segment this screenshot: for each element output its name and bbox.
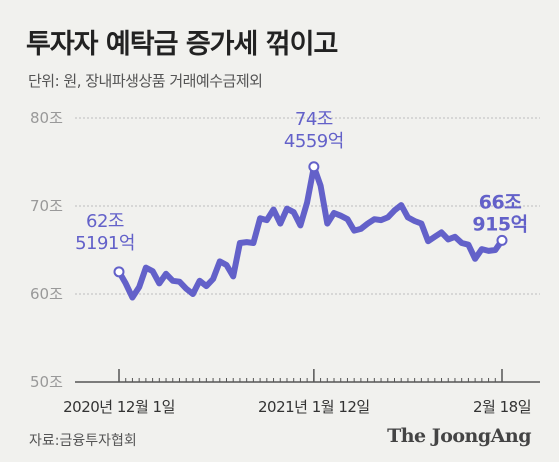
chart-title: 투자자 예탁금 증가세 꺾이고 [26,29,338,60]
data-label: 5191억 [75,233,135,254]
highlight-point [308,161,320,173]
y-tick-label: 80조 [30,109,63,127]
y-tick-label: 50조 [30,373,63,391]
x-tick-label: 2020년 12월 1일 [63,398,175,416]
x-tick-label: 2021년 1월 12일 [258,398,370,416]
data-label: 62조 [86,211,124,232]
data-label: 4559억 [284,131,344,152]
chart-subtitle: 단위: 원, 장내파생상품 거래예수금제외 [28,72,263,90]
brand-logo: The JoongAng [387,425,531,447]
x-tick-label: 2월 18일 [473,398,531,416]
data-label: 66조 [479,191,521,213]
data-label: 74조 [295,109,333,130]
highlight-point [113,266,125,278]
series-line [116,163,505,301]
y-tick-label: 60조 [30,285,63,303]
highlight-point [496,234,508,246]
y-tick-label: 70조 [30,197,63,215]
data-label: 915억 [472,213,527,235]
source-note: 자료:금융투자협회 [29,433,137,449]
